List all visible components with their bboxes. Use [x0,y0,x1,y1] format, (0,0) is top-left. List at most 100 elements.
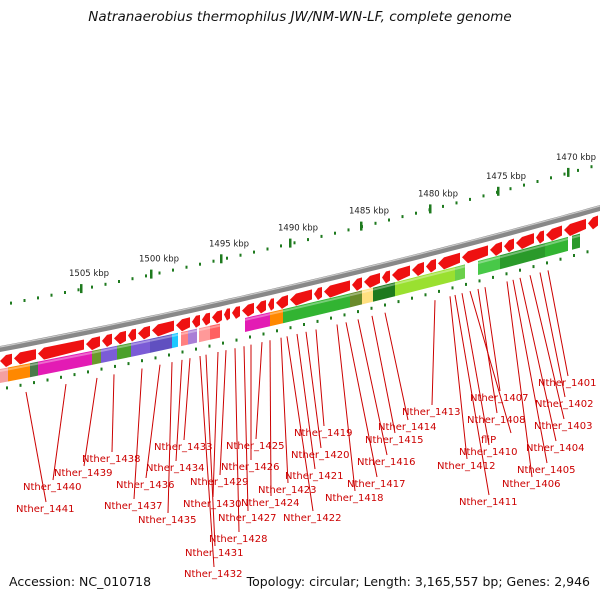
gene-label: Nther_1425 [226,441,284,452]
label-leader-line [219,350,227,476]
gene-label: Nther_1415 [365,435,423,446]
gene-label: Nther_1432 [184,569,242,580]
feature-bar [8,363,30,382]
gene-label: Nther_1427 [218,513,276,524]
scale-minor-tick [577,168,579,172]
topology-text: Topology: circular; Length: 3,165,557 bp… [246,574,590,589]
gene-label: Nther_1441 [16,504,74,515]
gene-label: Nther_1423 [258,485,316,496]
scale-minor-tick [307,238,309,242]
gene-arrow [588,215,598,230]
scale-minor-tick [455,201,458,205]
scale-layer: 1470 kbp 1475 kbp 1480 kbp 1485 kbp 1490 kbp… [10,153,596,305]
inner-scale-tick [478,279,481,283]
label-leader-line [315,329,325,427]
feature-bar-gloss [100,346,118,352]
feature-bar [283,293,350,324]
gene-arrow [86,336,100,351]
gene-arrow [128,328,136,342]
scale-major-tick [567,167,570,177]
label-leader-line [384,312,409,421]
feature-bar-gloss [454,265,466,270]
label-leader-line [286,336,314,512]
label-leader-line [175,359,183,462]
feature-bar [188,328,197,345]
scale-minor-tick [158,271,161,275]
scale-label: 1495 kbp [209,239,249,249]
scale-label: 1475 kbp [486,172,526,182]
feature-bar-gloss [149,335,173,342]
gene-arrow [192,315,200,328]
feature-bar [30,361,38,378]
feature-bar-gloss [282,294,351,313]
label-leader-line [336,324,356,492]
scale-minor-tick [212,259,215,263]
scale-minor-tick [523,183,525,187]
inner-scale-tick [330,316,332,320]
inner-scale-tick [19,383,22,387]
feature-bar [131,338,150,357]
gene-label: Nther_1433 [154,442,212,453]
label-leader-line [469,290,512,434]
inner-scale-tick [465,282,467,286]
feature-bar-gloss [0,368,9,372]
scale-minor-tick [226,256,228,260]
scale-major-tick [497,186,500,196]
scale-major-tick [220,254,223,264]
scale-label: 1500 kbp [139,255,179,265]
scale-minor-tick [172,268,174,272]
label-leader-line [547,270,569,377]
gene-label: Nther_1403 [534,421,592,432]
gene-arrow [102,333,112,347]
inner-scale-tick [505,272,508,276]
scale-minor-tick [131,277,134,281]
scale-minor-tick [334,231,336,235]
map-title: Natranaerobius thermophilus JW/NM-WN-LF,… [88,9,512,25]
label-leader-line [145,364,161,479]
inner-scale-tick [384,303,386,307]
gene-label: Nther_1402 [535,399,593,410]
feature-bar-gloss [187,329,198,334]
label-leader-line [255,342,263,440]
scale-label: 1470 kbp [556,153,596,163]
scale-label: 1490 kbp [278,224,318,234]
inner-scale-tick [6,386,8,390]
label-leader-line [280,337,289,484]
scale-minor-tick [509,187,512,191]
gene-arrow [152,320,174,337]
inner-scale-tick [141,359,143,363]
gene-arrow [426,258,436,273]
feature-bar [362,287,373,305]
inner-scale-tick [573,254,575,257]
gene-arrow [536,230,544,244]
feature-bar-gloss [571,234,581,239]
gene-arrow [412,261,424,276]
feature-bar [350,290,362,308]
gene-arrow [290,289,312,306]
gene-label: Nther_1434 [146,463,204,474]
inner-scale-tick [492,275,494,279]
feature-bar-gloss [269,310,284,316]
inner-scale-tick [438,289,440,293]
gene-label: Nther_1412 [437,461,495,472]
label-leader-line [52,384,67,481]
scale-minor-tick [118,280,120,283]
feature-bar [395,267,455,297]
genome-backbone [0,205,600,352]
gene-arrow [138,325,150,340]
inner-scale-tick [411,296,413,300]
feature-bar [181,330,188,347]
label-leader-line [111,374,115,453]
scale-major-tick [360,221,363,231]
scale-minor-tick [320,234,323,238]
gene-arrow [38,339,84,360]
label-leader-line [305,331,322,449]
scale-minor-tick [23,299,26,302]
inner-scale-tick [87,370,89,374]
inner-scale-tick [249,335,251,339]
gene-label: Nther_1439 [54,468,112,479]
gene-arrow [224,308,230,321]
gene-arrow [546,225,562,241]
label-leader-line [371,315,396,434]
feature-bar [245,312,270,332]
